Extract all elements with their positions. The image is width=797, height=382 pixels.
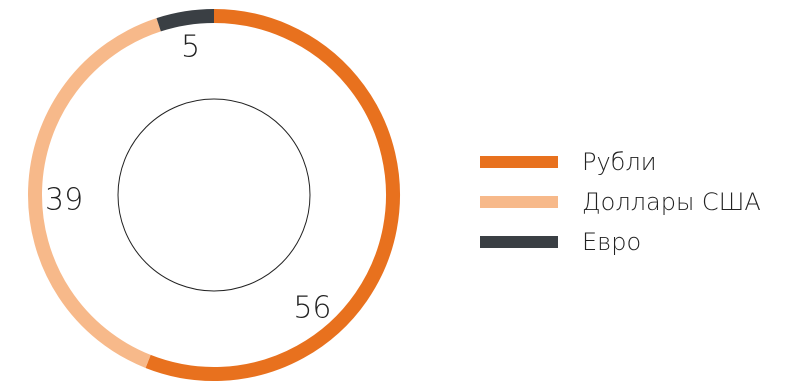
legend-item-1: Рубли xyxy=(480,142,761,182)
legend-swatch xyxy=(480,196,558,208)
legend-item-3: Евро xyxy=(480,222,761,262)
data-label-2: 39 xyxy=(45,183,83,218)
chart-legend: Рубли Доллары США Евро xyxy=(480,142,761,262)
legend-swatch xyxy=(480,156,558,168)
donut-ring xyxy=(28,9,400,381)
legend-swatch xyxy=(480,236,558,248)
donut-segment-2 xyxy=(28,18,161,368)
legend-label: Рубли xyxy=(582,148,657,176)
data-label-1: 56 xyxy=(293,291,331,326)
donut-segment-3 xyxy=(156,9,215,32)
donut-inner-circle xyxy=(117,98,311,292)
legend-label: Доллары США xyxy=(582,188,761,216)
legend-item-2: Доллары США xyxy=(480,182,761,222)
donut-segment-1 xyxy=(145,9,400,381)
data-label-3: 5 xyxy=(181,29,200,64)
legend-label: Евро xyxy=(582,228,642,256)
data-labels: 56 39 5 xyxy=(45,29,332,325)
